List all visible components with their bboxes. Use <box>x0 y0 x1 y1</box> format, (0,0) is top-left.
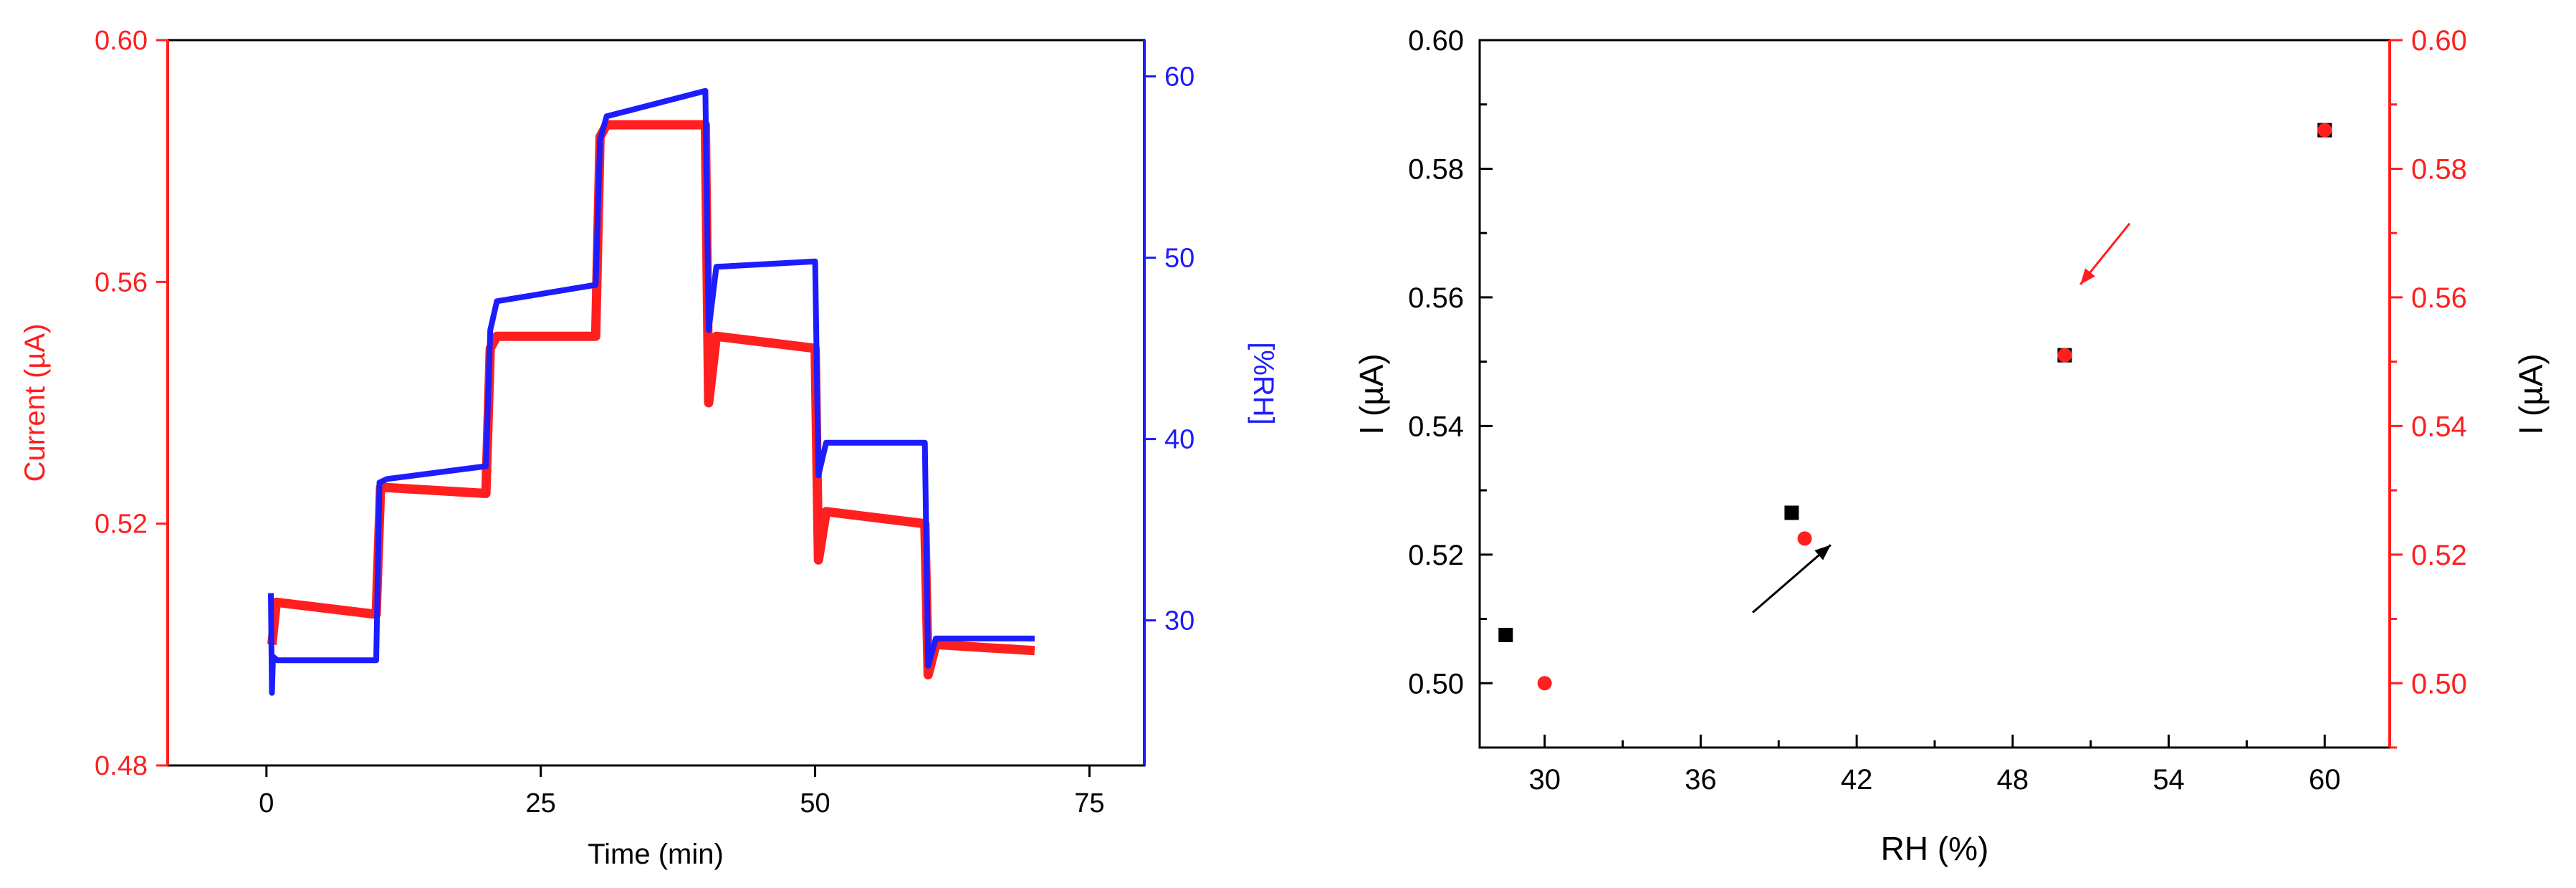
left-y-tick-label: 0.52 <box>1408 540 1464 571</box>
right-y-tick-label: 0.58 <box>2411 153 2467 185</box>
rh-scatter-chart: 30 36 42 48 54 60 0.50 0.52 0.54 0.56 0.58 0.60 0.… <box>1353 25 2549 867</box>
left-y-axis-label: I (µA) <box>1353 353 1390 434</box>
scatter-points <box>1498 123 2332 691</box>
left-y-tick-label: 0.48 <box>95 751 148 781</box>
right-y-axis-ticks: 0.50 0.52 0.54 0.56 0.58 0.60 <box>2390 25 2467 749</box>
left-y-tick-label: 0.56 <box>1408 282 1464 314</box>
square-data-point <box>1498 627 1513 642</box>
time-series-chart: 0 25 50 75 0.48 0.52 0.56 0.60 30 40 50 60 Time (… <box>19 26 1279 870</box>
x-axis-label: RH (%) <box>1881 830 1989 867</box>
x-axis-ticks: 0 25 50 75 <box>259 765 1105 818</box>
x-axis-ticks: 30 36 42 48 54 60 <box>1528 735 2341 796</box>
right-y-tick-label: 0.50 <box>2411 668 2467 700</box>
right-y-tick-label: 0.52 <box>2411 540 2467 571</box>
x-axis-label: Time (min) <box>588 839 724 870</box>
x-tick-label: 25 <box>526 788 556 818</box>
current-series-line <box>267 120 1035 679</box>
right-y-tick-label: 0.54 <box>2411 411 2467 442</box>
right-y-axis-label: [%RH] <box>1248 342 1279 425</box>
annotation-arrow-shaft <box>1752 544 1832 614</box>
x-tick-label: 75 <box>1074 788 1104 818</box>
x-tick-label: 42 <box>1841 764 1873 796</box>
x-tick-label: 48 <box>1997 764 2029 796</box>
x-tick-label: 54 <box>2153 764 2185 796</box>
right-y-tick-label: 40 <box>1164 425 1194 455</box>
time-series-lines <box>267 87 1035 696</box>
circle-data-point <box>2057 348 2072 363</box>
annotation-arrow-head <box>1814 545 1831 560</box>
left-y-axis-ticks: 0.48 0.52 0.56 0.60 <box>95 26 168 781</box>
right-y-tick-label: 30 <box>1164 606 1194 636</box>
plot-frame <box>166 39 1146 767</box>
left-y-tick-label: 0.52 <box>95 510 148 540</box>
left-y-tick-label: 0.56 <box>95 267 148 297</box>
right-y-tick-label: 0.60 <box>2411 25 2467 57</box>
left-y-tick-label: 0.60 <box>95 26 148 56</box>
square-data-point <box>1784 505 1799 520</box>
x-tick-label: 0 <box>259 788 274 818</box>
humidity-series-line <box>268 87 1035 696</box>
arrow-annotations <box>1752 222 2131 614</box>
left-y-tick-label: 0.58 <box>1408 153 1464 185</box>
plot-frame <box>1478 39 2391 749</box>
left-y-axis-ticks: 0.50 0.52 0.54 0.56 0.58 0.60 <box>1408 25 1493 749</box>
right-y-tick-label: 60 <box>1164 62 1194 92</box>
x-tick-label: 60 <box>2309 764 2341 796</box>
x-tick-label: 50 <box>800 788 830 818</box>
x-tick-label: 30 <box>1528 764 1561 796</box>
x-tick-label: 36 <box>1685 764 1717 796</box>
right-y-axis-label: I (µA) <box>2512 353 2549 434</box>
left-y-tick-label: 0.50 <box>1408 668 1464 700</box>
right-y-tick-label: 50 <box>1164 244 1194 274</box>
left-y-axis-label: Current (µA) <box>19 324 51 482</box>
left-y-tick-label: 0.60 <box>1408 25 1464 57</box>
left-y-tick-label: 0.54 <box>1408 411 1464 442</box>
annotation-arrow-head <box>2080 268 2096 285</box>
right-y-tick-label: 0.56 <box>2411 282 2467 314</box>
circle-data-point <box>1537 676 1552 691</box>
right-y-axis-ticks: 30 40 50 60 <box>1144 62 1194 636</box>
circle-data-point <box>1797 531 1812 546</box>
circle-data-point <box>2317 123 2332 138</box>
